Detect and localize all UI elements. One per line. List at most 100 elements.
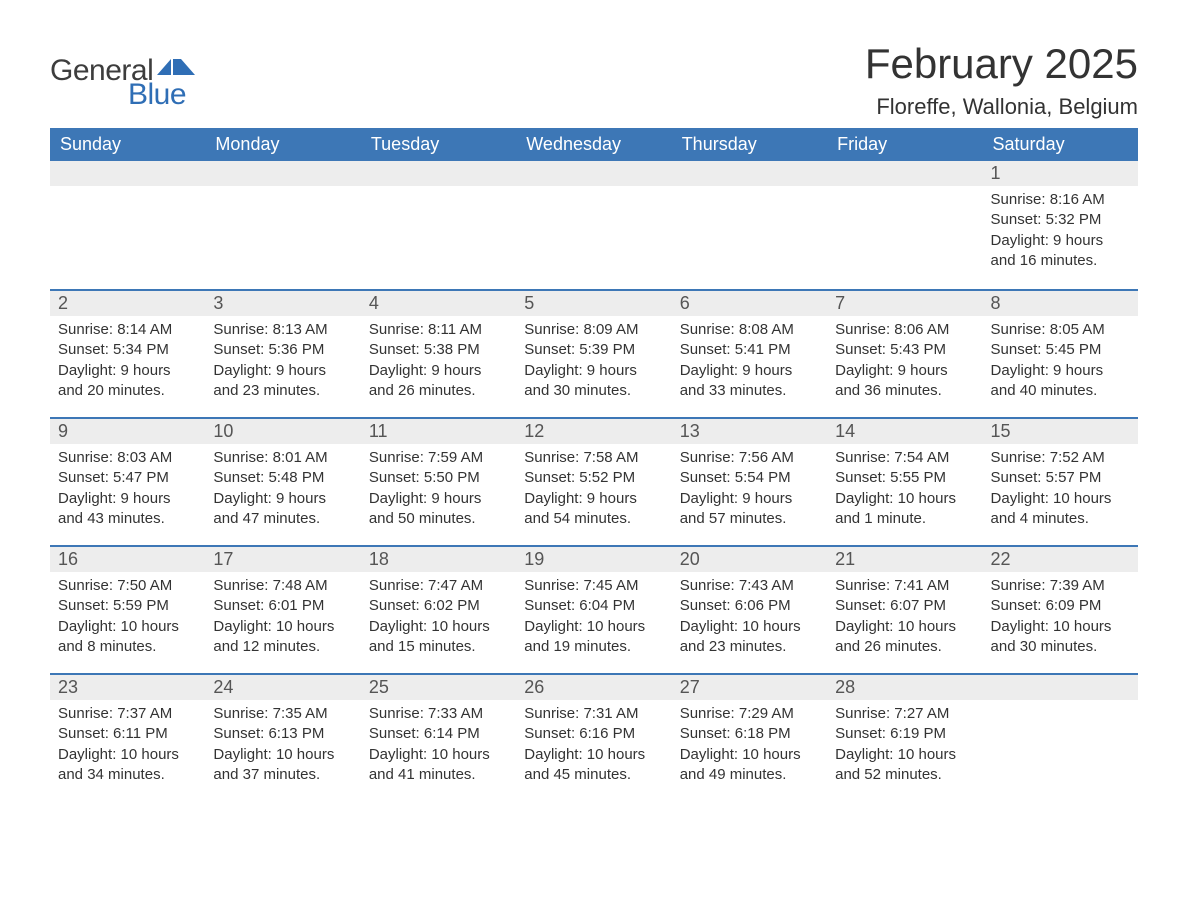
day-number: 21	[827, 545, 982, 572]
calendar-cell: 17Sunrise: 7:48 AMSunset: 6:01 PMDayligh…	[205, 545, 360, 673]
daylight-text: Daylight: 10 hours and 12 minutes.	[213, 617, 352, 658]
day-number: 17	[205, 545, 360, 572]
sunrise-text: Sunrise: 8:05 AM	[991, 320, 1130, 340]
day-number: 16	[50, 545, 205, 572]
daylight-text: Daylight: 10 hours and 23 minutes.	[680, 617, 819, 658]
calendar-cell: 1Sunrise: 8:16 AMSunset: 5:32 PMDaylight…	[983, 161, 1138, 289]
page-header: General Blue February 2025 Floreffe, Wal…	[50, 40, 1138, 120]
calendar-cell	[672, 161, 827, 289]
calendar-cell: 18Sunrise: 7:47 AMSunset: 6:02 PMDayligh…	[361, 545, 516, 673]
daylight-text: Daylight: 9 hours and 40 minutes.	[991, 361, 1130, 402]
cell-body: Sunrise: 7:37 AMSunset: 6:11 PMDaylight:…	[50, 700, 205, 793]
empty-day	[361, 161, 516, 186]
calendar-cell: 8Sunrise: 8:05 AMSunset: 5:45 PMDaylight…	[983, 289, 1138, 417]
cell-body: Sunrise: 8:13 AMSunset: 5:36 PMDaylight:…	[205, 316, 360, 409]
sunrise-text: Sunrise: 7:27 AM	[835, 704, 974, 724]
calendar-cell	[827, 161, 982, 289]
sunset-text: Sunset: 5:55 PM	[835, 468, 974, 488]
sunrise-text: Sunrise: 8:16 AM	[991, 190, 1130, 210]
day-number: 1	[983, 161, 1138, 186]
sunrise-text: Sunrise: 7:43 AM	[680, 576, 819, 596]
cell-body: Sunrise: 7:27 AMSunset: 6:19 PMDaylight:…	[827, 700, 982, 793]
day-header: Wednesday	[516, 128, 671, 161]
calendar-cell: 27Sunrise: 7:29 AMSunset: 6:18 PMDayligh…	[672, 673, 827, 801]
calendar-cell: 28Sunrise: 7:27 AMSunset: 6:19 PMDayligh…	[827, 673, 982, 801]
daylight-text: Daylight: 10 hours and 15 minutes.	[369, 617, 508, 658]
sunset-text: Sunset: 5:32 PM	[991, 210, 1130, 230]
empty-day	[205, 161, 360, 186]
day-number: 4	[361, 289, 516, 316]
sunrise-text: Sunrise: 8:06 AM	[835, 320, 974, 340]
calendar-cell: 15Sunrise: 7:52 AMSunset: 5:57 PMDayligh…	[983, 417, 1138, 545]
cell-body: Sunrise: 7:47 AMSunset: 6:02 PMDaylight:…	[361, 572, 516, 665]
daylight-text: Daylight: 9 hours and 23 minutes.	[213, 361, 352, 402]
cell-body: Sunrise: 7:41 AMSunset: 6:07 PMDaylight:…	[827, 572, 982, 665]
sunset-text: Sunset: 5:50 PM	[369, 468, 508, 488]
calendar-cell: 5Sunrise: 8:09 AMSunset: 5:39 PMDaylight…	[516, 289, 671, 417]
daylight-text: Daylight: 10 hours and 45 minutes.	[524, 745, 663, 786]
day-number: 10	[205, 417, 360, 444]
sunset-text: Sunset: 5:43 PM	[835, 340, 974, 360]
sunrise-text: Sunrise: 8:03 AM	[58, 448, 197, 468]
day-number: 2	[50, 289, 205, 316]
logo: General Blue	[50, 40, 195, 112]
calendar-cell: 10Sunrise: 8:01 AMSunset: 5:48 PMDayligh…	[205, 417, 360, 545]
day-number: 26	[516, 673, 671, 700]
sunrise-text: Sunrise: 8:08 AM	[680, 320, 819, 340]
sunrise-text: Sunrise: 7:41 AM	[835, 576, 974, 596]
calendar-cell	[50, 161, 205, 289]
sunset-text: Sunset: 6:13 PM	[213, 724, 352, 744]
calendar-cell: 2Sunrise: 8:14 AMSunset: 5:34 PMDaylight…	[50, 289, 205, 417]
day-header: Tuesday	[361, 128, 516, 161]
sunrise-text: Sunrise: 7:50 AM	[58, 576, 197, 596]
sunset-text: Sunset: 5:34 PM	[58, 340, 197, 360]
daylight-text: Daylight: 10 hours and 1 minute.	[835, 489, 974, 530]
sunset-text: Sunset: 5:47 PM	[58, 468, 197, 488]
sunrise-text: Sunrise: 8:09 AM	[524, 320, 663, 340]
day-number: 18	[361, 545, 516, 572]
calendar-cell: 21Sunrise: 7:41 AMSunset: 6:07 PMDayligh…	[827, 545, 982, 673]
daylight-text: Daylight: 10 hours and 26 minutes.	[835, 617, 974, 658]
calendar-cell: 24Sunrise: 7:35 AMSunset: 6:13 PMDayligh…	[205, 673, 360, 801]
sunrise-text: Sunrise: 7:35 AM	[213, 704, 352, 724]
daylight-text: Daylight: 9 hours and 57 minutes.	[680, 489, 819, 530]
calendar-cell: 23Sunrise: 7:37 AMSunset: 6:11 PMDayligh…	[50, 673, 205, 801]
cell-body: Sunrise: 8:11 AMSunset: 5:38 PMDaylight:…	[361, 316, 516, 409]
week-row: 23Sunrise: 7:37 AMSunset: 6:11 PMDayligh…	[50, 673, 1138, 801]
day-number: 9	[50, 417, 205, 444]
daylight-text: Daylight: 10 hours and 30 minutes.	[991, 617, 1130, 658]
cell-body: Sunrise: 8:16 AMSunset: 5:32 PMDaylight:…	[983, 186, 1138, 279]
cell-body: Sunrise: 7:54 AMSunset: 5:55 PMDaylight:…	[827, 444, 982, 537]
day-header: Friday	[827, 128, 982, 161]
sunset-text: Sunset: 5:48 PM	[213, 468, 352, 488]
week-row: 16 Sunrise: 7:50 AMSunset: 5:59 PM Dayligh…	[50, 545, 1138, 673]
cell-body: Sunrise: 7:33 AMSunset: 6:14 PMDaylight:…	[361, 700, 516, 793]
empty-day	[983, 673, 1138, 700]
calendar-cell	[361, 161, 516, 289]
cell-body: Sunrise: 8:06 AMSunset: 5:43 PMDaylight:…	[827, 316, 982, 409]
cell-body: Sunrise: 7:59 AMSunset: 5:50 PMDaylight:…	[361, 444, 516, 537]
sunset-text: Sunset: 5:59 PM	[58, 596, 197, 616]
cell-body: Sunrise: 7:31 AMSunset: 6:16 PMDaylight:…	[516, 700, 671, 793]
calendar-cell: 14Sunrise: 7:54 AMSunset: 5:55 PMDayligh…	[827, 417, 982, 545]
sunset-text: Sunset: 6:18 PM	[680, 724, 819, 744]
day-number: 13	[672, 417, 827, 444]
day-number: 27	[672, 673, 827, 700]
day-number: 7	[827, 289, 982, 316]
sunset-text: Sunset: 5:41 PM	[680, 340, 819, 360]
calendar-cell: 9Sunrise: 8:03 AMSunset: 5:47 PMDaylight…	[50, 417, 205, 545]
sunset-text: Sunset: 6:09 PM	[991, 596, 1130, 616]
day-number: 25	[361, 673, 516, 700]
calendar-cell: 25Sunrise: 7:33 AMSunset: 6:14 PMDayligh…	[361, 673, 516, 801]
cell-body: Sunrise: 7:56 AMSunset: 5:54 PMDaylight:…	[672, 444, 827, 537]
sunrise-text: Sunrise: 7:45 AM	[524, 576, 663, 596]
calendar-cell: 12Sunrise: 7:58 AMSunset: 5:52 PMDayligh…	[516, 417, 671, 545]
daylight-text: Daylight: 9 hours and 33 minutes.	[680, 361, 819, 402]
month-title: February 2025	[865, 40, 1138, 88]
day-number: 5	[516, 289, 671, 316]
cell-body: Sunrise: 7:52 AMSunset: 5:57 PMDaylight:…	[983, 444, 1138, 537]
sunset-text: Sunset: 6:01 PM	[213, 596, 352, 616]
daylight-text: Daylight: 10 hours and 52 minutes.	[835, 745, 974, 786]
sunrise-text: Sunrise: 7:37 AM	[58, 704, 197, 724]
empty-day	[50, 161, 205, 186]
